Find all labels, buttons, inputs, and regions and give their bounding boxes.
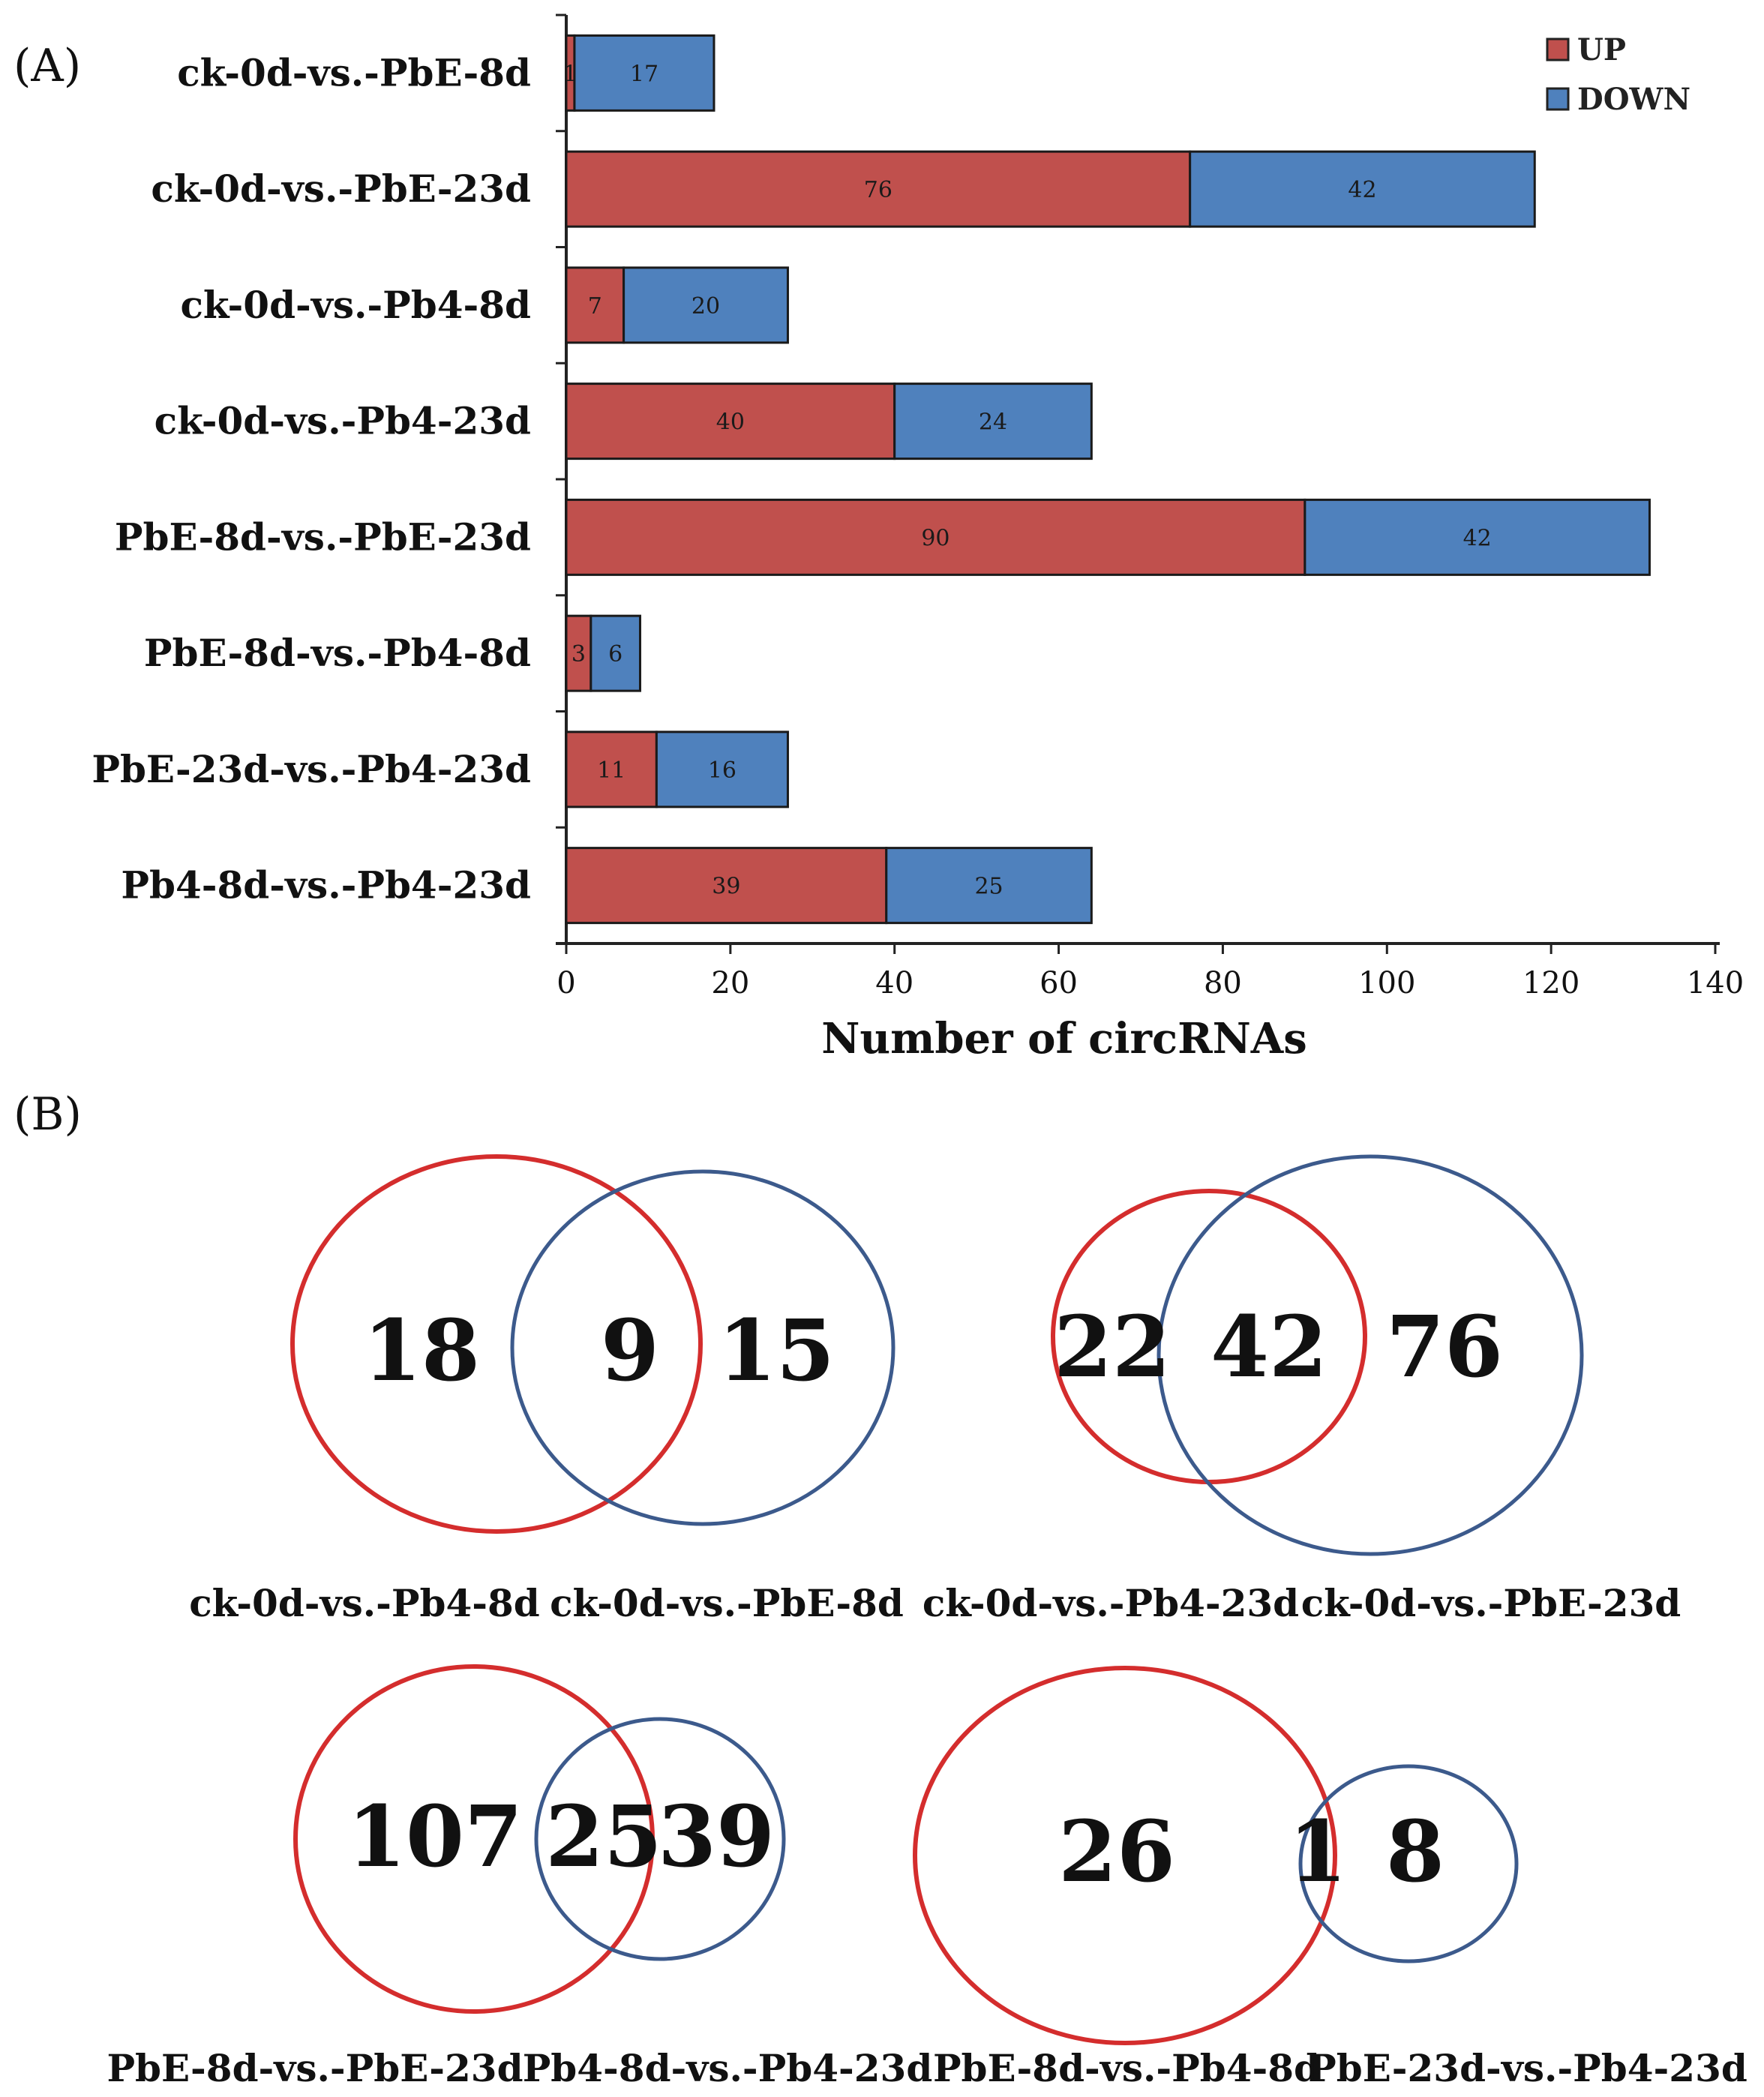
venn-1-left-circle — [290, 1154, 703, 1534]
bar-down — [622, 266, 789, 344]
venn-4-right-label: PbE-23d-vs.-Pb4-23d — [1308, 2046, 1748, 2090]
venn-3-overlap-count: 25 — [545, 1788, 662, 1886]
bar-value-label: 90 — [921, 525, 950, 551]
bar-value-label: 42 — [1348, 177, 1376, 203]
bar-value-label: 16 — [708, 758, 736, 784]
venn-diagram-4: 26 1 8 PbE-8d-vs.-Pb4-8d PbE-23d-vs.-Pb4… — [913, 1666, 1748, 2090]
venn-4-left-circle — [913, 1666, 1337, 2045]
bar-up — [565, 382, 896, 460]
bar-value-label: 40 — [716, 410, 745, 436]
stacked-bar-chart: ck-0d-vs.-PbE-8d ck-0d-vs.-PbE-23d ck-0d-v… — [92, 14, 1744, 1064]
venn-1-right-circle — [510, 1169, 896, 1526]
legend-swatch-up — [1546, 38, 1570, 62]
bar-value-label: 6 — [608, 641, 622, 668]
bar-value-label: 3 — [572, 641, 586, 668]
bar-value-label: 42 — [1463, 525, 1492, 551]
category-label: Pb4-8d-vs.-Pb4-23d — [121, 863, 531, 908]
bar-up — [565, 614, 592, 692]
bar-up — [565, 150, 1192, 228]
bar-value-label: 24 — [979, 410, 1007, 436]
panel-b-label: (B) — [14, 1088, 82, 1141]
bar-value-label: 17 — [630, 61, 658, 87]
x-tick-label: 0 — [556, 966, 575, 1000]
bar-value-label: 11 — [597, 758, 626, 784]
venn-2-left-count: 22 — [1054, 1298, 1171, 1396]
category-label: PbE-8d-vs.-Pb4-8d — [144, 631, 531, 675]
x-axis-label: Number of circRNAs — [821, 1014, 1307, 1064]
category-label: ck-0d-vs.-Pb4-8d — [180, 283, 531, 327]
venn-diagram-3: 107 25 39 PbE-8d-vs.-PbE-23d Pb4-8d-vs.-… — [106, 1664, 933, 2090]
venn-3-right-label: Pb4-8d-vs.-Pb4-23d — [523, 2046, 933, 2090]
bar-value-label: 76 — [864, 177, 892, 203]
bar-down — [573, 34, 716, 112]
legend-label-down: DOWN — [1577, 82, 1690, 117]
bar-down — [655, 730, 789, 808]
venn-3-right-circle — [534, 1717, 786, 1961]
venn-3-right-count: 39 — [658, 1788, 775, 1886]
venn-diagram-2: 22 42 76 ck-0d-vs.-Pb4-23d ck-0d-vs.-PbE… — [922, 1154, 1682, 1625]
venn-2-overlap-count: 42 — [1210, 1298, 1328, 1396]
venn-1-right-count: 15 — [718, 1302, 835, 1400]
venn-3-left-count: 107 — [347, 1788, 523, 1886]
bar-up — [565, 498, 1306, 576]
venn-2-right-count: 76 — [1386, 1298, 1503, 1396]
x-tick-label: 20 — [711, 966, 749, 1000]
category-label: ck-0d-vs.-Pb4-23d — [154, 399, 531, 443]
category-label: PbE-8d-vs.-PbE-23d — [115, 514, 531, 559]
venn-diagram-1: 18 9 15 ck-0d-vs.-Pb4-8d ck-0d-vs.-PbE-8… — [189, 1154, 904, 1625]
venn-4-overlap-count: 1 — [1288, 1803, 1347, 1901]
venn-1-right-label: ck-0d-vs.-PbE-8d — [550, 1581, 904, 1625]
bar-up — [565, 730, 658, 808]
venn-3-left-circle — [293, 1664, 655, 2014]
bar-down — [1304, 498, 1651, 576]
x-tick-label: 120 — [1522, 966, 1580, 1000]
legend-label-up: UP — [1577, 32, 1626, 68]
bar-value-label: 39 — [712, 874, 740, 900]
venn-4-left-count: 26 — [1058, 1803, 1175, 1901]
x-tick-label: 80 — [1204, 966, 1242, 1000]
venn-1-overlap-count: 9 — [601, 1302, 659, 1400]
venn-4-right-count: 8 — [1386, 1803, 1444, 1901]
bar-down — [1189, 150, 1536, 228]
venn-1-left-count: 18 — [363, 1302, 480, 1400]
bar-value-label: 20 — [692, 293, 720, 320]
bar-down — [590, 614, 641, 692]
venn-4-right-circle — [1298, 1764, 1519, 1964]
x-tick-label: 140 — [1687, 966, 1744, 1000]
x-tick-label: 100 — [1358, 966, 1415, 1000]
category-label: ck-0d-vs.-PbE-8d — [177, 50, 531, 94]
x-tick-label: 40 — [875, 966, 914, 1000]
category-label: PbE-23d-vs.-Pb4-23d — [92, 747, 531, 791]
x-tick-label: 60 — [1040, 966, 1078, 1000]
bar-value-label: 7 — [588, 293, 602, 320]
category-label: ck-0d-vs.-PbE-23d — [151, 166, 531, 211]
venn-3-left-label: PbE-8d-vs.-PbE-23d — [106, 2046, 523, 2090]
venn-2-right-circle — [1156, 1154, 1584, 1556]
bar-down — [893, 382, 1093, 460]
bar-down — [885, 847, 1093, 925]
panel-a-label: (A) — [14, 40, 81, 92]
bar-value-label: 25 — [974, 874, 1003, 900]
venn-2-left-label: ck-0d-vs.-Pb4-23d — [922, 1581, 1299, 1625]
bar-up — [565, 847, 888, 925]
legend-swatch-down — [1546, 87, 1570, 111]
venn-1-left-label: ck-0d-vs.-Pb4-8d — [189, 1581, 540, 1625]
venn-2-right-label: ck-0d-vs.-PbE-23d — [1301, 1581, 1682, 1625]
legend: UP DOWN — [1546, 32, 1690, 117]
bar-up — [565, 266, 626, 344]
venn-4-left-label: PbE-8d-vs.-Pb4-8d — [933, 2046, 1320, 2090]
